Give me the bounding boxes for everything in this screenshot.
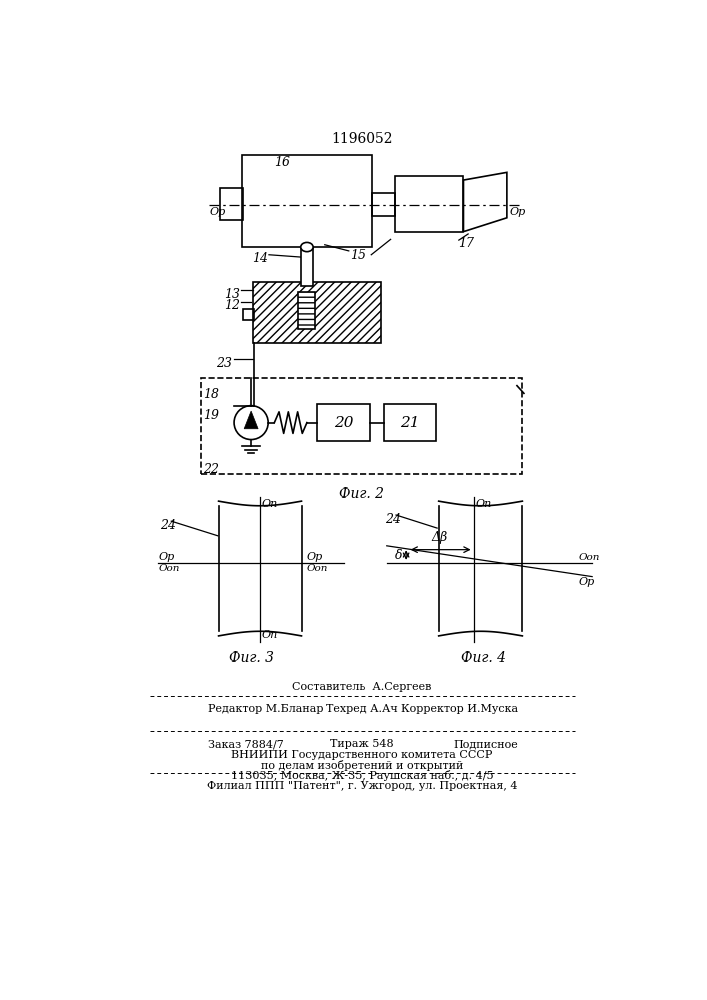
Text: Оп: Оп [262,499,279,509]
Text: ВНИИПИ Государственного комитета СССР: ВНИИПИ Государственного комитета СССР [231,750,493,760]
Text: Ооп: Ооп [307,564,328,573]
Text: Ор: Ор [578,577,595,587]
Text: 17: 17 [458,237,474,250]
Text: Ооп: Ооп [578,553,600,562]
Text: 16: 16 [274,156,291,169]
Text: Ооп: Ооп [159,564,180,573]
Text: Заказ 7884/7: Заказ 7884/7 [209,739,284,749]
Text: Корректор И.Муска: Корректор И.Муска [402,704,518,714]
Text: 113035, Москва, Ж-35, Раушская наб., д. 4/5: 113035, Москва, Ж-35, Раушская наб., д. … [230,770,493,781]
Text: Фиг. 4: Фиг. 4 [461,651,506,665]
Text: Фиг. 3: Фиг. 3 [228,651,274,665]
Text: Филиал ППП "Патент", г. Ужгород, ул. Проектная, 4: Филиал ППП "Патент", г. Ужгород, ул. Про… [206,781,518,791]
Text: 13: 13 [224,288,240,301]
Bar [242,155,372,247]
Bar [220,188,243,220]
Text: Редактор М.Бланар: Редактор М.Бланар [209,704,324,714]
Text: Ор: Ор [307,552,323,562]
Text: δ: δ [395,549,402,562]
Bar [298,292,315,329]
Text: 20: 20 [334,416,353,430]
Text: по делам изобретений и открытий: по делам изобретений и открытий [261,760,463,771]
Text: 24: 24 [160,519,175,532]
Bar [243,309,255,320]
Polygon shape [244,411,258,429]
Text: Оп: Оп [262,630,279,640]
Bar [317,404,370,441]
Text: Подписное: Подписное [454,739,518,749]
Text: Составитель  А.Сергеев: Составитель А.Сергеев [292,682,432,692]
Bar [253,282,381,343]
Text: Ор: Ор [159,552,175,562]
Text: Op: Op [510,207,526,217]
Bar [201,378,522,474]
Text: 24: 24 [385,513,401,526]
Text: 22: 22 [203,463,219,476]
Text: Фиг. 2: Фиг. 2 [339,487,385,501]
Bar [395,176,464,232]
Text: Δβ: Δβ [432,530,448,544]
Text: 1196052: 1196052 [331,132,392,146]
Text: 21: 21 [400,416,420,430]
Text: Op: Op [210,207,226,217]
Text: 23: 23 [216,357,233,370]
Text: Тираж 548: Тираж 548 [330,739,394,749]
Bar [372,193,395,216]
Text: Техред А.Ач: Техред А.Ач [326,704,398,714]
Text: 18: 18 [203,388,219,401]
Ellipse shape [300,242,313,252]
Bar [300,247,313,286]
Bar [384,404,436,441]
Text: 12: 12 [224,299,240,312]
Text: 15: 15 [351,249,366,262]
Text: Оп: Оп [475,499,491,509]
Text: 14: 14 [252,252,268,265]
Text: 19: 19 [203,409,219,422]
